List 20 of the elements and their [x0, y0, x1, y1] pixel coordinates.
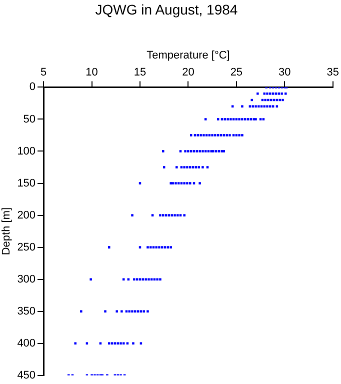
- y-tick-label: 0: [29, 81, 36, 94]
- y-tick-label: 300: [17, 273, 36, 286]
- y-tick-label: 150: [17, 177, 36, 190]
- chart-title: JQWG in August, 1984: [95, 1, 238, 18]
- x-tick-label: 20: [182, 66, 194, 79]
- x-tick-label: 30: [278, 66, 291, 79]
- x-tick-label: 10: [86, 66, 98, 79]
- y-tick-label: 400: [17, 337, 36, 350]
- y-tick-label: 250: [17, 241, 36, 254]
- y-tick-label: 200: [17, 209, 36, 222]
- y-axis-title: Depth [m]: [0, 207, 13, 256]
- y-tick-label: 100: [17, 145, 36, 158]
- x-tick-label: 35: [326, 66, 340, 79]
- y-tick-label: 450: [17, 369, 36, 382]
- y-tick-label: 50: [23, 113, 36, 126]
- x-tick-label: 15: [134, 66, 146, 79]
- x-axis-title: Temperature [°C]: [146, 49, 230, 62]
- x-tick-label: 25: [230, 66, 243, 79]
- y-tick-label: 350: [17, 305, 36, 318]
- x-tick-label: 5: [40, 66, 47, 79]
